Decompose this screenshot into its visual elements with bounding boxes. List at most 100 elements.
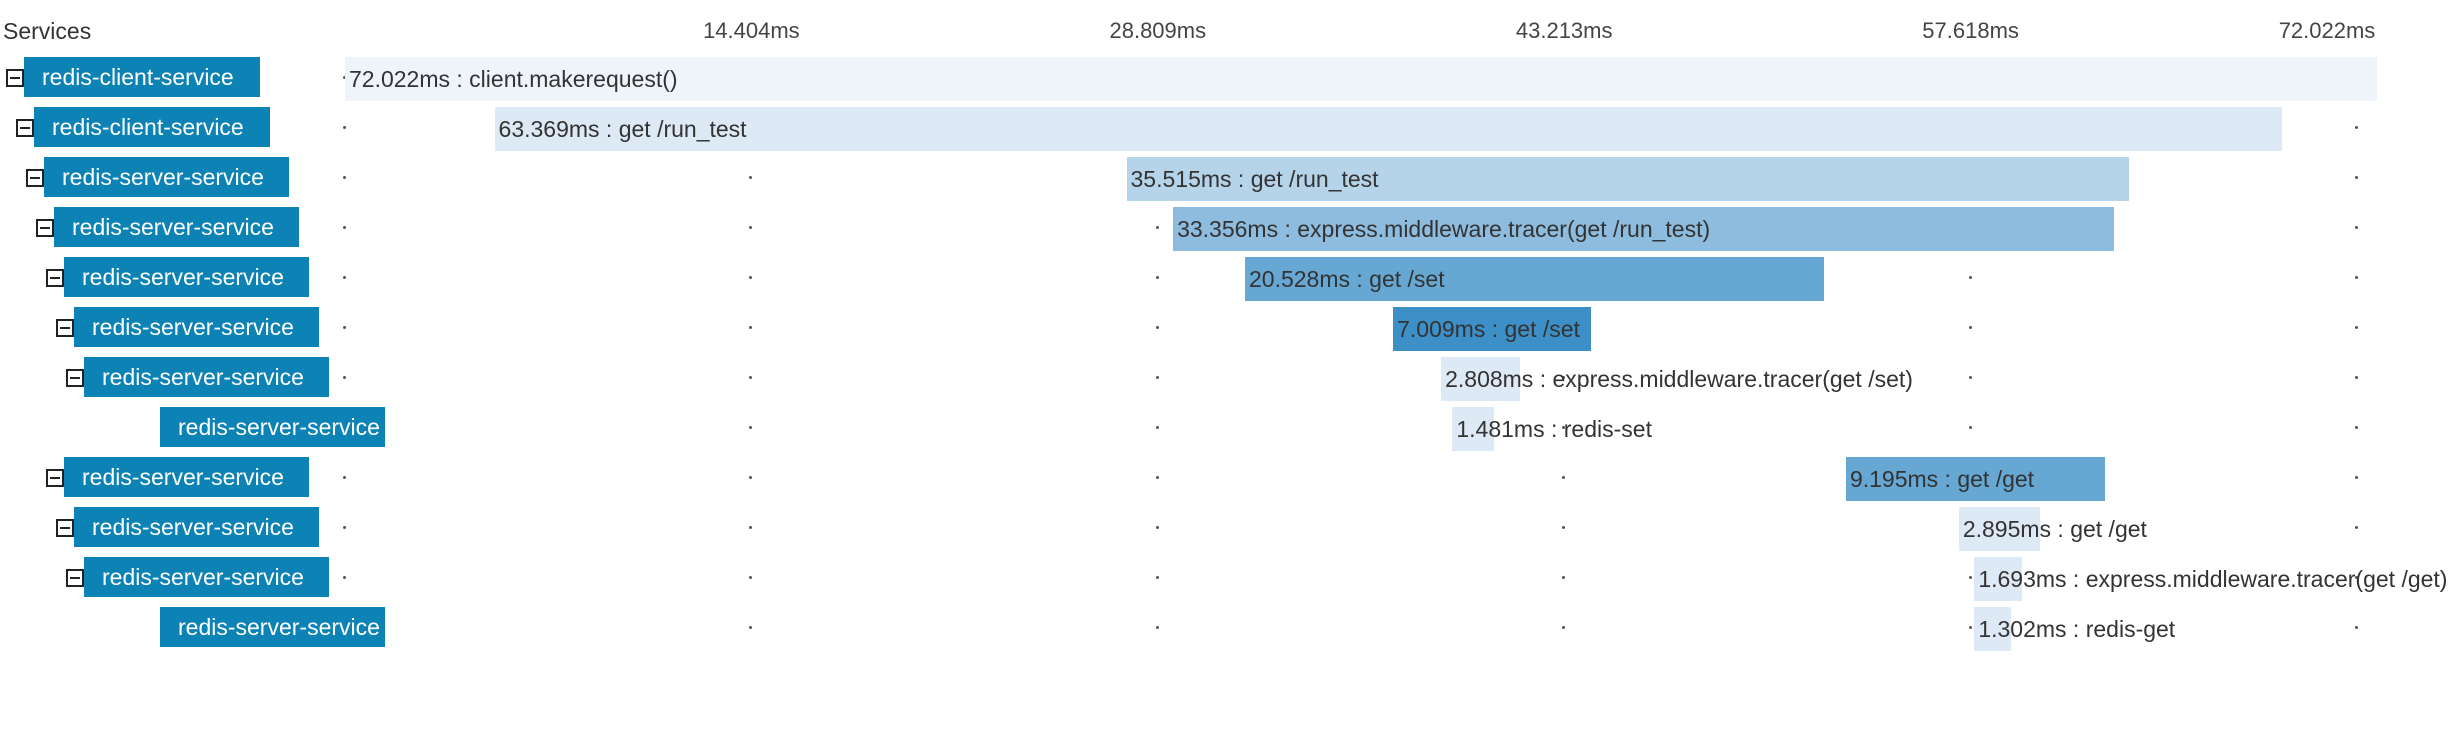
grid-dot [2354,476,2358,479]
span-bar[interactable] [1974,557,2023,601]
grid-dot [1155,276,1159,279]
collapse-toggle-icon[interactable] [26,169,44,187]
grid-dot [343,226,346,229]
span-label: 33.356ms : express.middleware.tracer(get… [1177,216,1711,242]
grid-dot [1968,326,1972,329]
collapse-toggle-icon[interactable] [16,119,34,137]
grid-dot [1562,426,1566,429]
service-name-label[interactable]: redis-server-service [160,407,385,447]
grid-dot [2354,326,2358,329]
service-name-label[interactable]: redis-server-service [54,207,299,247]
grid-dot [1155,526,1159,529]
collapse-toggle-icon[interactable] [46,269,64,287]
grid-dot [1155,326,1159,329]
grid-dot [2354,126,2358,129]
span-row: redis-server-service 1.302ms : redis-get [0,605,2454,651]
grid-dot [1562,576,1566,579]
span-bar[interactable] [1441,357,1521,401]
span-row: redis-server-service 1.481ms : redis-set [0,405,2454,451]
span-row: redis-server-service 2.808ms : express.mi… [0,355,2454,401]
span-row: redis-client-service 72.022ms : client.ma… [0,55,2454,101]
service-name-label[interactable]: redis-client-service [24,57,260,97]
collapse-toggle-icon[interactable] [36,219,54,237]
span-bar[interactable] [1452,407,1495,451]
grid-dot [2354,626,2358,629]
span-row: redis-server-service 7.009ms : get /set [0,305,2454,351]
grid-dot [343,576,346,579]
grid-dot [1562,526,1566,529]
service-name-label[interactable]: redis-server-service [74,307,319,347]
span-bar[interactable] [1126,157,2129,201]
service-name-label[interactable]: redis-server-service [64,457,309,497]
span-label: 2.808ms : express.middleware.tracer(get … [1445,366,1913,392]
grid-dot [749,326,753,329]
span-row: redis-client-service 63.369ms : get /run_… [0,105,2454,151]
service-name-label[interactable]: redis-server-service [74,507,319,547]
collapse-toggle-icon[interactable] [6,69,24,87]
grid-dot [343,176,346,179]
grid-dot [343,476,346,479]
span-label: 9.195ms : get /get [1849,466,2035,492]
grid-dot [1155,626,1159,629]
span-label: 63.369ms : get /run_test [498,116,747,142]
service-name-label[interactable]: redis-server-service [160,607,385,647]
grid-dot [749,626,753,629]
grid-dot [1562,476,1566,479]
tick-label: 28.809ms [1109,18,1207,43]
grid-dot [2354,526,2358,529]
grid-dot [749,176,753,179]
grid-dot [343,376,346,379]
tick-label: 14.404ms [703,18,800,43]
grid-dot [1968,376,1972,379]
grid-dot [1562,626,1566,629]
grid-dot [749,226,753,229]
service-name-label[interactable]: redis-client-service [34,107,270,147]
span-bar[interactable] [1173,207,2115,251]
grid-dot [2354,276,2358,279]
grid-dot [343,126,346,129]
tick-label: 57.618ms [1922,18,2019,43]
services-header: Services [3,18,92,44]
span-bar[interactable] [1974,607,2012,651]
span-label: 35.515ms : get /run_test [1130,166,1379,192]
grid-dot [1968,276,1972,279]
span-bar[interactable] [1393,307,1591,351]
grid-dot [749,376,753,379]
collapse-toggle-icon[interactable] [46,469,64,487]
span-row: redis-server-service 9.195ms : get /get [0,455,2454,501]
span-row: redis-server-service 2.895ms : get /get [0,505,2454,551]
tick-label: 43.213ms [1515,18,1613,43]
span-label: 72.022ms : client.makerequest() [349,66,678,92]
span-bar[interactable] [345,57,2377,101]
service-name-label[interactable]: redis-server-service [84,557,329,597]
collapse-toggle-icon[interactable] [66,569,84,587]
collapse-toggle-icon[interactable] [66,369,84,387]
grid-dot [2354,226,2358,229]
grid-dot [343,526,346,529]
span-bar[interactable] [494,107,2283,151]
span-bar[interactable] [1958,507,2041,551]
grid-dot [749,426,753,429]
grid-dot [1155,426,1159,429]
grid-dot [1155,226,1159,229]
grid-dot [2354,176,2358,179]
span-bar[interactable] [1245,257,1825,301]
span-label: 20.528ms : get /set [1249,266,1445,292]
collapse-toggle-icon[interactable] [56,519,74,537]
grid-dot [749,576,753,579]
service-name-label[interactable]: redis-server-service [64,257,309,297]
service-name-label[interactable]: redis-server-service [84,357,329,397]
span-row: redis-server-service 35.515ms : get /run_… [0,155,2454,201]
grid-dot [343,276,346,279]
collapse-toggle-icon[interactable] [56,319,74,337]
grid-dot [343,326,346,329]
tick-label: 72.022ms [2278,18,2376,43]
span-label: 7.009ms : get /set [1397,316,1580,342]
span-bar[interactable] [1845,457,2106,501]
grid-dot [343,76,346,79]
grid-dot [2354,426,2358,429]
grid-dot [1155,376,1159,379]
span-label: 1.693ms : express.middleware.tracer(get … [1978,566,2448,592]
service-name-label[interactable]: redis-server-service [44,157,289,197]
